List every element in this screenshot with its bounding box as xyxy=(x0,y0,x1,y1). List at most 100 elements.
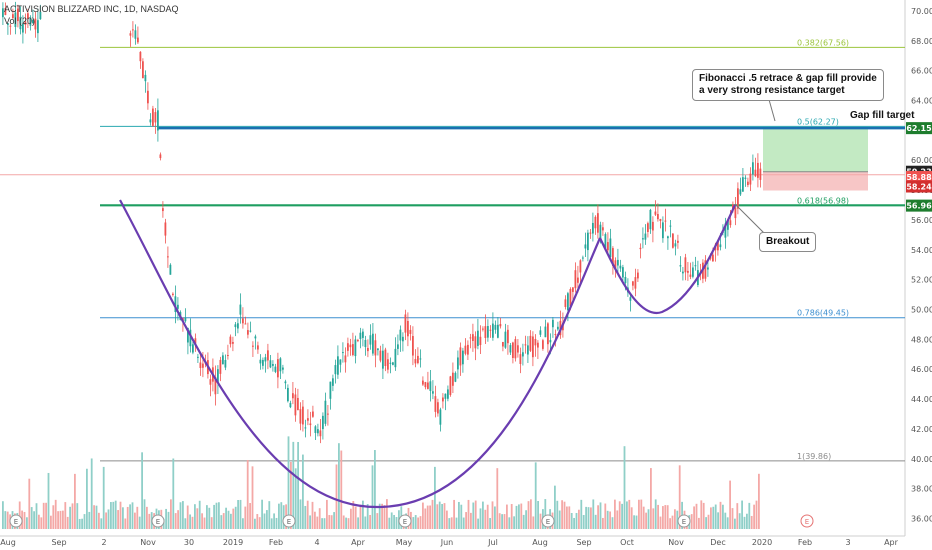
candle-body xyxy=(279,358,282,372)
volume-bar xyxy=(141,452,143,529)
candle-body xyxy=(222,355,224,365)
volume-bar xyxy=(429,505,431,529)
volume-bar xyxy=(746,513,748,529)
y-tick-label: 68.00 xyxy=(911,37,932,46)
candle-body xyxy=(309,423,312,426)
volume-bar xyxy=(561,500,563,529)
candle-body xyxy=(467,344,469,355)
price-badge-label: 56.96 xyxy=(906,202,932,211)
candle-body xyxy=(442,397,444,402)
candle-body xyxy=(617,259,619,266)
volume-bar xyxy=(616,510,619,529)
candle-body xyxy=(362,331,364,338)
candle-body xyxy=(554,334,557,336)
candle-body xyxy=(32,19,34,24)
candle-body xyxy=(307,418,309,421)
volume-bar xyxy=(28,478,31,529)
volume-bar xyxy=(642,506,645,529)
volume-bar xyxy=(359,504,362,529)
candle-body xyxy=(294,394,297,416)
candle-body xyxy=(454,372,457,382)
candle-body xyxy=(537,342,539,348)
candle-body xyxy=(682,271,684,274)
y-tick-label: 46.00 xyxy=(911,365,932,374)
volume-bar xyxy=(695,503,698,529)
candle-body xyxy=(637,272,639,279)
candle-body xyxy=(464,345,467,354)
volume-bar xyxy=(105,512,107,529)
volume-bar xyxy=(465,512,467,529)
candle-body xyxy=(754,169,757,177)
candle-body xyxy=(674,243,677,247)
volume-bar xyxy=(652,508,655,529)
candle-body xyxy=(259,359,262,364)
volume-bar xyxy=(134,512,136,529)
candle-body xyxy=(4,8,7,15)
x-tick-label: Dec xyxy=(710,538,725,547)
volume-bar xyxy=(422,502,424,529)
volume-bar xyxy=(472,502,475,529)
fib-note-callout[interactable]: Fibonacci .5 retrace & gap fill provide … xyxy=(692,69,884,101)
candle-body xyxy=(317,429,319,434)
volume-bar xyxy=(388,517,391,529)
volume-bar xyxy=(78,518,81,529)
volume-bar xyxy=(170,499,172,529)
volume-bar xyxy=(520,503,523,529)
volume-bar xyxy=(654,499,657,529)
volume-bar xyxy=(335,464,338,529)
volume-bar xyxy=(95,505,98,529)
volume-bar xyxy=(674,509,676,529)
x-tick-label: 3 xyxy=(845,538,850,547)
volume-bar xyxy=(191,516,194,529)
candle-body xyxy=(444,393,447,399)
volume-bar xyxy=(189,514,191,529)
candle-body xyxy=(434,396,437,412)
candle-body xyxy=(607,242,609,251)
volume-bar xyxy=(434,466,436,529)
volume-bar xyxy=(738,513,741,529)
volume-bar xyxy=(186,505,189,529)
candle-body xyxy=(642,238,644,240)
candle-body xyxy=(519,354,522,364)
volume-bar xyxy=(179,502,182,529)
volume-bar xyxy=(424,508,427,529)
candle-body xyxy=(274,366,277,372)
volume-bar xyxy=(366,504,369,529)
candle-body xyxy=(27,13,29,20)
candle-body xyxy=(489,329,492,331)
y-tick-label: 54.00 xyxy=(911,246,932,255)
volume-bar xyxy=(734,518,736,529)
candle-body xyxy=(297,397,299,411)
x-tick-label: 4 xyxy=(314,538,319,547)
candle-body xyxy=(257,345,259,350)
candle-body xyxy=(187,327,189,343)
candle-body xyxy=(484,326,487,338)
volume-bar xyxy=(482,501,484,529)
candle-body xyxy=(172,293,174,295)
fib-level-label: 0.5(62.27) xyxy=(797,117,839,126)
volume-bar xyxy=(436,504,439,529)
breakout-pointer xyxy=(734,203,766,235)
candle-body xyxy=(132,29,134,31)
volume-bar xyxy=(453,499,455,529)
volume-bar xyxy=(261,499,263,529)
volume-bar xyxy=(131,502,134,529)
candle-body xyxy=(529,335,532,351)
y-tick-label: 38.00 xyxy=(911,485,932,494)
candle-body xyxy=(734,207,737,219)
volume-bar xyxy=(323,518,326,529)
candle-body xyxy=(197,356,199,358)
volume-bar xyxy=(498,513,501,529)
price-badge xyxy=(906,170,932,183)
earnings-marker-label: E xyxy=(682,518,686,526)
volume-bar xyxy=(633,515,635,529)
volume-bar xyxy=(165,508,167,529)
candle-body xyxy=(252,345,254,347)
volume-bar xyxy=(568,506,571,529)
volume-bar xyxy=(386,499,388,529)
candle-body xyxy=(17,8,19,22)
candle-body xyxy=(267,350,269,361)
candle-body xyxy=(462,350,464,365)
breakout-callout[interactable]: Breakout xyxy=(759,232,817,252)
handle-curve xyxy=(599,204,737,315)
